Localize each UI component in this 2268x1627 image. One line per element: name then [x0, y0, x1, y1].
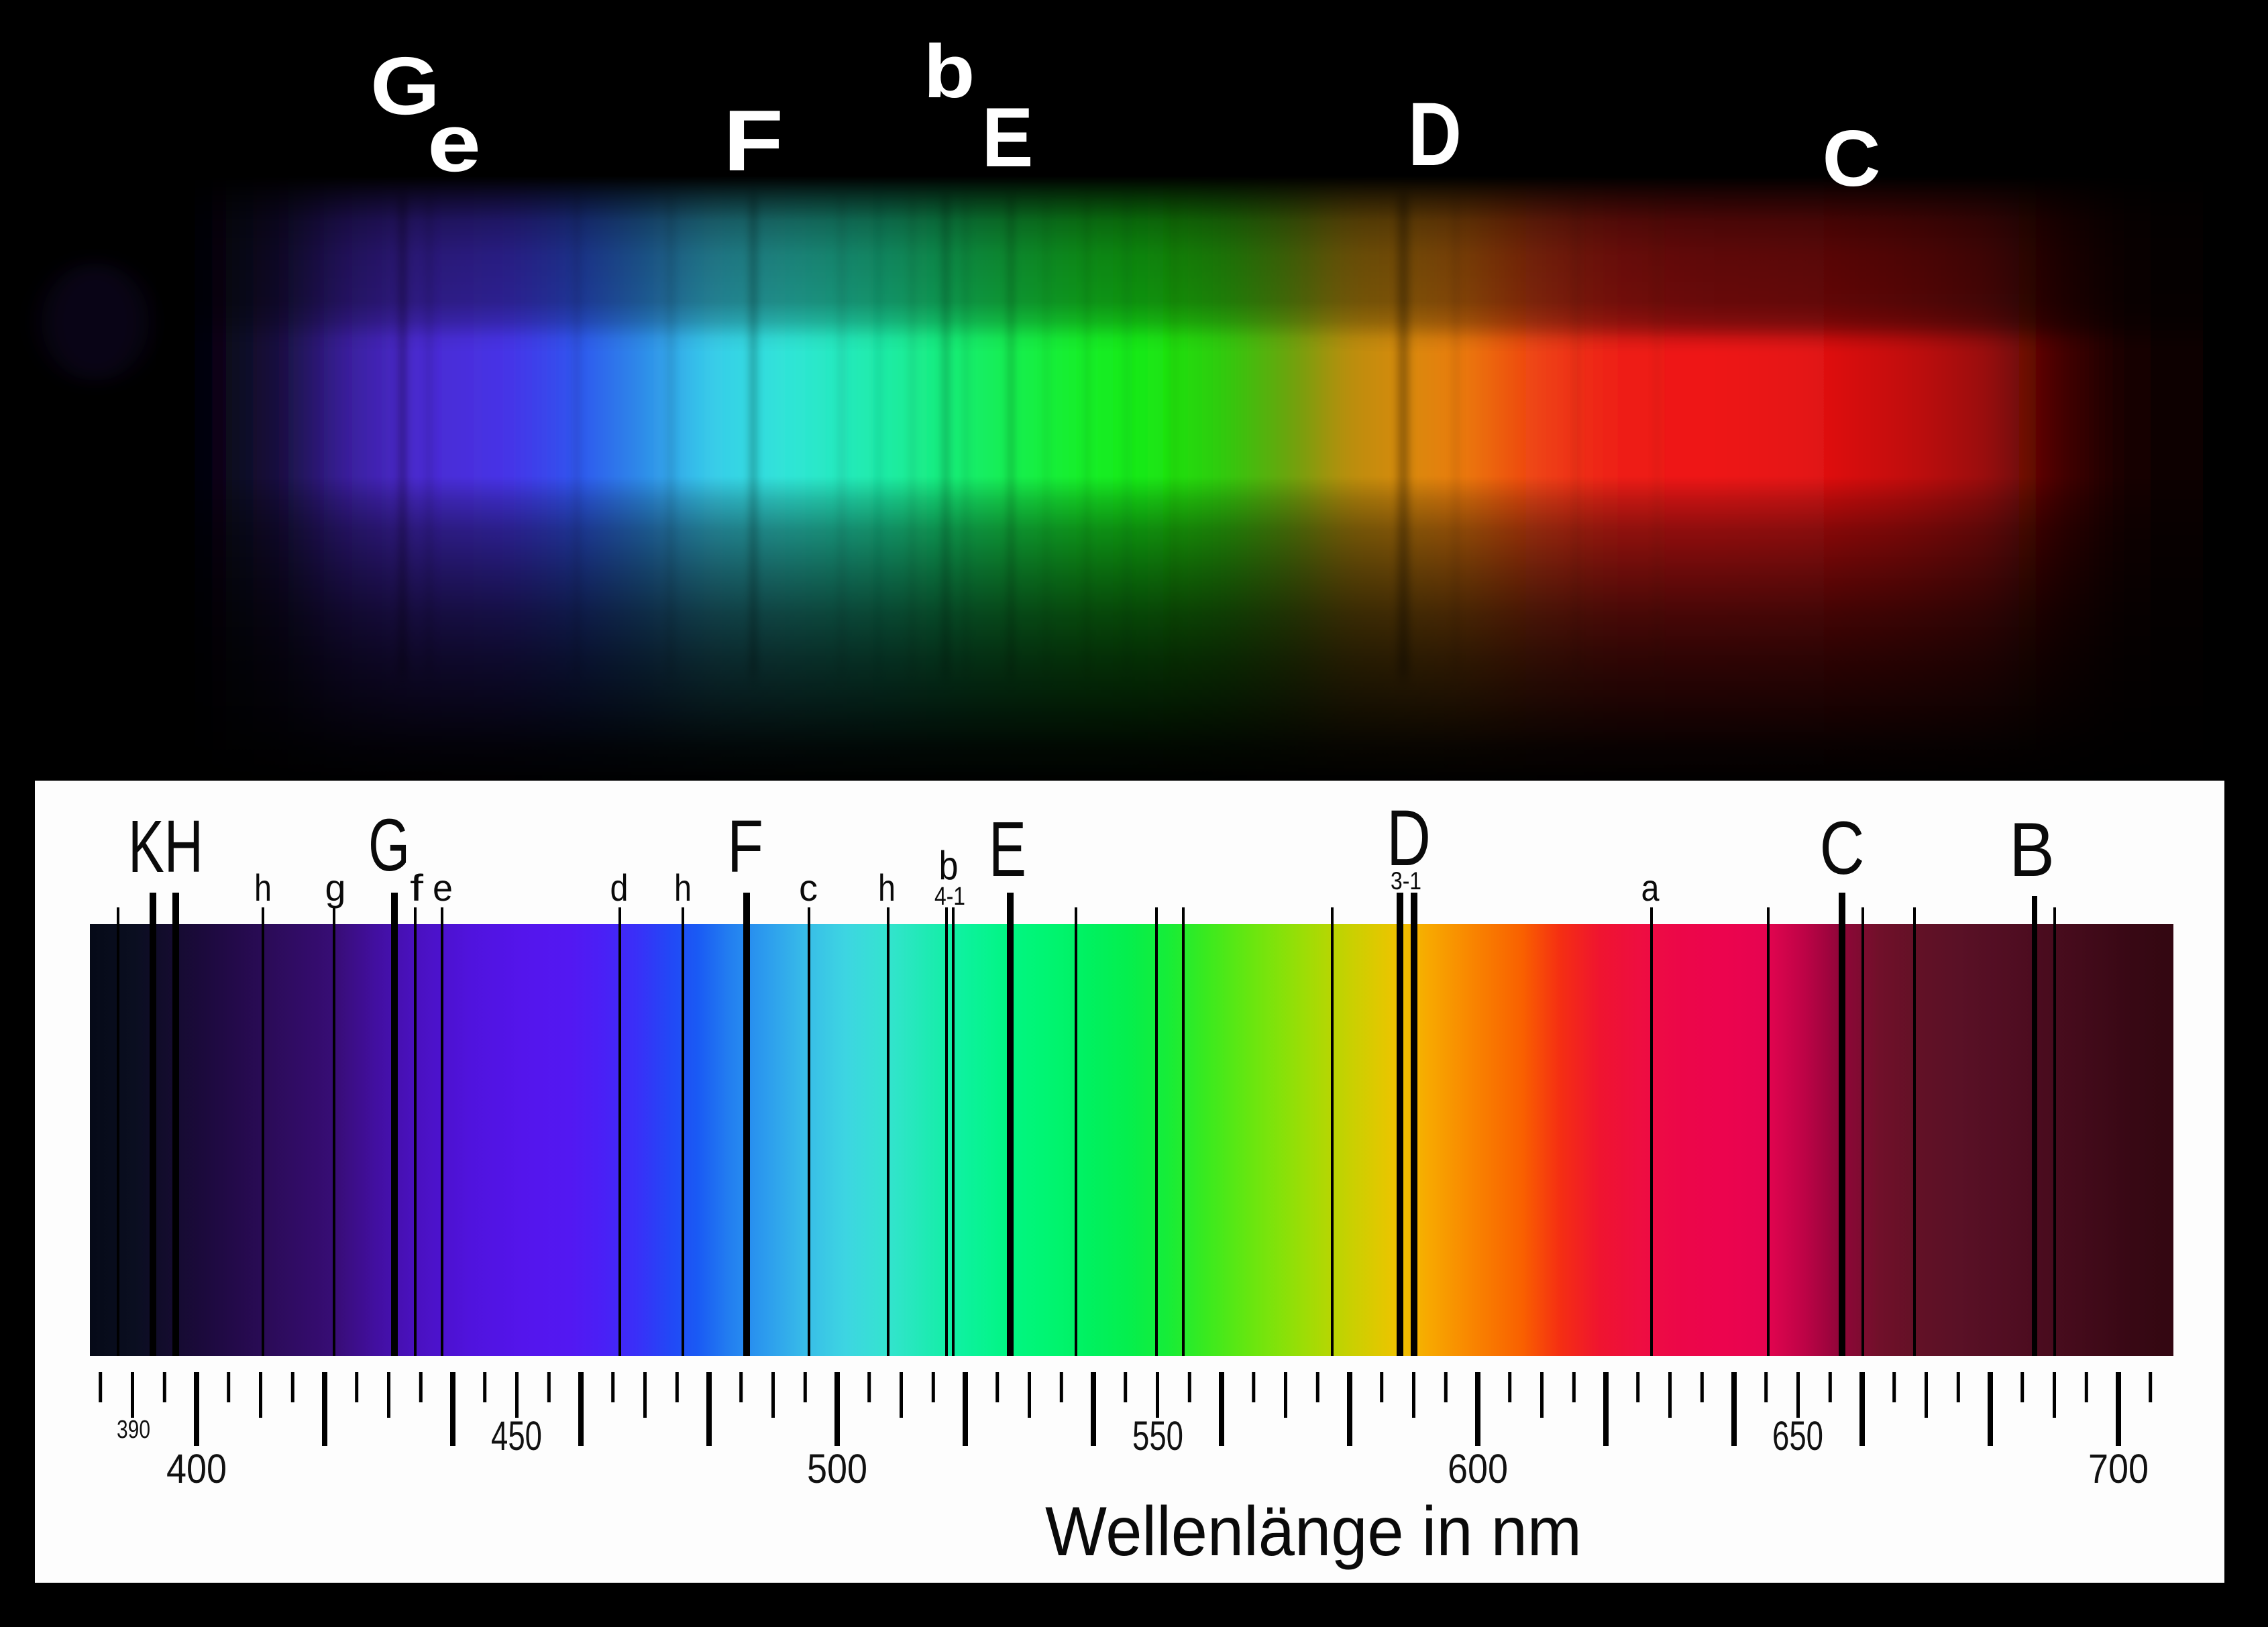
svg-text:B: B [2009, 807, 2055, 893]
svg-text:G: G [370, 40, 440, 131]
svg-text:C: C [1823, 114, 1881, 203]
svg-text:4-1: 4-1 [934, 883, 965, 911]
svg-text:500: 500 [807, 1446, 867, 1492]
svg-text:390: 390 [117, 1416, 150, 1444]
svg-text:a: a [1641, 866, 1660, 909]
svg-text:h: h [674, 866, 692, 909]
svg-text:F: F [723, 93, 784, 189]
svg-text:550: 550 [1132, 1413, 1183, 1459]
svg-text:450: 450 [491, 1413, 542, 1459]
svg-text:e: e [433, 866, 453, 909]
svg-text:c: c [799, 866, 818, 909]
svg-text:650: 650 [1772, 1413, 1823, 1459]
svg-text:E: E [982, 91, 1034, 184]
svg-text:Wellenlänge in nm: Wellenlänge in nm [1045, 1493, 1582, 1571]
svg-text:400: 400 [166, 1446, 227, 1492]
svg-text:h: h [878, 866, 896, 909]
svg-text:d: d [610, 866, 629, 909]
svg-text:g: g [325, 866, 346, 909]
svg-text:e: e [427, 97, 481, 188]
svg-text:h: h [254, 866, 272, 909]
svg-text:700: 700 [2088, 1446, 2149, 1492]
svg-text:b: b [924, 30, 975, 113]
svg-text:KH: KH [128, 805, 203, 888]
svg-text:b: b [939, 843, 959, 888]
svg-text:3-1: 3-1 [1391, 867, 1421, 895]
svg-text:D: D [1408, 85, 1462, 184]
svg-text:C: C [1820, 806, 1865, 890]
svg-text:f: f [410, 866, 424, 909]
svg-text:F: F [727, 805, 763, 888]
svg-text:E: E [989, 805, 1026, 893]
svg-text:600: 600 [1448, 1446, 1508, 1492]
svg-text:D: D [1387, 794, 1431, 883]
svg-text:G: G [368, 804, 410, 887]
